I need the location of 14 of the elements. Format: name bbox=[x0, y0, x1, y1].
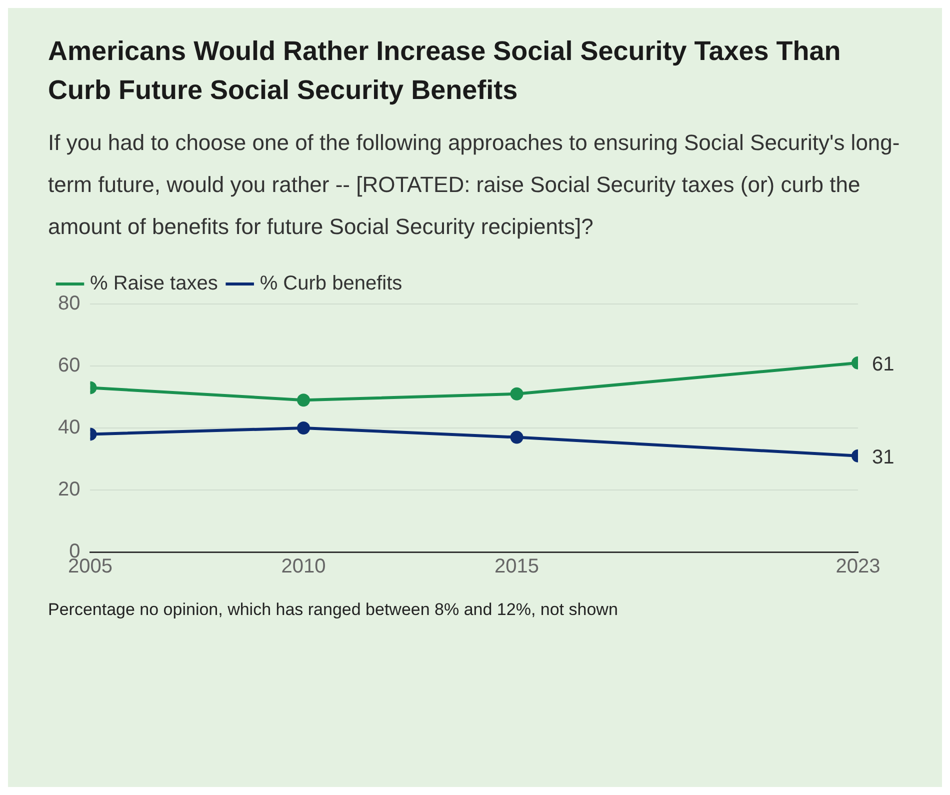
x-tick-label: 2010 bbox=[281, 556, 326, 578]
legend-label: % Raise taxes bbox=[90, 272, 218, 295]
x-tick-label: 2023 bbox=[836, 556, 880, 578]
chart-title: Americans Would Rather Increase Social Security Taxes Than Curb Future Social Security Benefits bbox=[48, 35, 842, 107]
data-label: 61 bbox=[872, 353, 894, 376]
data-label: 31 bbox=[872, 446, 894, 468]
x-tick-label: 2015 bbox=[494, 556, 540, 578]
legend-label: % Curb benefits bbox=[260, 272, 402, 295]
chart-subtitle: If you had to choose one of the following approaches to ensuring Social Security's long-term future, would you rather -- [ROTATED: raise Social Security taxes (or) curb the amount of benefits for future Social Security recipients]? bbox=[48, 129, 901, 241]
y-tick-label: 80 bbox=[58, 292, 80, 315]
y-tick-label: 20 bbox=[58, 478, 80, 501]
y-tick-label: 60 bbox=[58, 354, 80, 377]
text: Percentage no opinion, which has ranged between 8% and 12%, not shown bbox=[48, 600, 619, 620]
y-tick-label: 40 bbox=[58, 416, 80, 439]
